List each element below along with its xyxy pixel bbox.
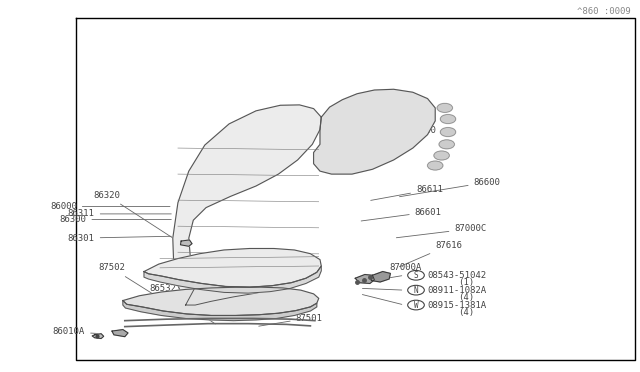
- Polygon shape: [180, 240, 192, 246]
- Text: (1): (1): [458, 278, 474, 287]
- Text: ^860 :0009: ^860 :0009: [577, 7, 630, 16]
- Text: 86311: 86311: [68, 209, 172, 218]
- Text: 86600: 86600: [399, 178, 500, 197]
- Text: 86320: 86320: [93, 191, 183, 245]
- Text: 86301: 86301: [68, 234, 172, 243]
- Circle shape: [440, 115, 456, 124]
- Text: W: W: [413, 301, 419, 310]
- Text: 86532: 86532: [149, 284, 215, 324]
- Text: (4): (4): [458, 308, 474, 317]
- Text: 87502: 87502: [98, 263, 156, 296]
- Polygon shape: [355, 275, 374, 283]
- Polygon shape: [112, 330, 128, 337]
- Text: S: S: [413, 271, 419, 280]
- Circle shape: [437, 103, 452, 112]
- Text: 86010A: 86010A: [53, 327, 99, 336]
- Polygon shape: [123, 301, 317, 321]
- Text: N: N: [413, 286, 419, 295]
- Text: 87000C: 87000C: [396, 224, 486, 238]
- Text: 08915-1381A: 08915-1381A: [428, 301, 486, 310]
- Text: 87000A: 87000A: [362, 263, 421, 280]
- Text: 86000: 86000: [50, 202, 170, 211]
- Polygon shape: [371, 272, 390, 282]
- Polygon shape: [144, 248, 321, 287]
- Polygon shape: [144, 266, 321, 293]
- Polygon shape: [123, 287, 319, 315]
- Text: 86601: 86601: [361, 208, 442, 221]
- Text: 87501: 87501: [259, 314, 323, 326]
- Circle shape: [428, 161, 443, 170]
- Circle shape: [439, 140, 454, 149]
- Circle shape: [434, 151, 449, 160]
- Polygon shape: [314, 89, 435, 174]
- Text: 08543-51042: 08543-51042: [428, 271, 486, 280]
- Text: 86300: 86300: [60, 215, 172, 224]
- Text: 08911-1082A: 08911-1082A: [428, 286, 486, 295]
- Text: (4): (4): [458, 293, 474, 302]
- Text: 87616: 87616: [399, 241, 462, 267]
- Circle shape: [440, 128, 456, 137]
- Text: 86620: 86620: [367, 126, 436, 159]
- Polygon shape: [173, 105, 321, 305]
- Polygon shape: [186, 257, 312, 305]
- Polygon shape: [92, 334, 104, 339]
- Text: 86611: 86611: [371, 185, 443, 201]
